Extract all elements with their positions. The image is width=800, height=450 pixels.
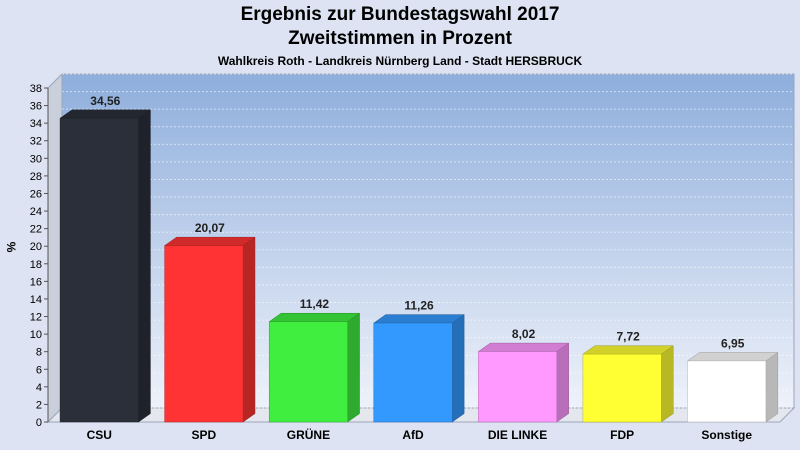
y-tick-label: 4 — [36, 382, 42, 394]
data-label: 7,72 — [616, 330, 640, 344]
bar-side — [661, 345, 674, 423]
bar-side — [765, 352, 779, 423]
y-tick-label: 26 — [30, 188, 42, 200]
data-label: 20,07 — [195, 221, 225, 235]
bar-front — [373, 322, 453, 423]
bar-front — [582, 353, 662, 423]
chart-title: Ergebnis zur Bundestagswahl 2017 — [240, 4, 560, 25]
x-tick-label: GRÜNE — [287, 427, 330, 442]
y-tick-label: 16 — [30, 276, 42, 288]
bar-side — [242, 236, 256, 423]
y-tick-label: 32 — [30, 136, 42, 148]
y-tick-label: 0 — [36, 417, 42, 429]
y-tick-label: 36 — [30, 101, 42, 113]
y-tick-label: 14 — [30, 294, 42, 306]
y-tick-label: 34 — [30, 118, 42, 130]
bar-fdp — [582, 345, 675, 423]
y-tick-label: 12 — [30, 312, 42, 324]
x-tick-label: DIE LINKE — [488, 428, 547, 442]
y-tick-label: 2 — [36, 399, 42, 411]
bar-spd — [163, 236, 256, 423]
y-tick-label: 18 — [30, 259, 42, 271]
y-tick-label: 30 — [30, 153, 42, 165]
y-tick-label: 22 — [30, 224, 42, 236]
x-tick-label: SPD — [192, 428, 217, 442]
y-tick-label: 6 — [36, 364, 42, 376]
bar-side — [556, 342, 569, 423]
bar-top — [372, 314, 465, 324]
chart-subtitle: Zweitstimmen in Prozent — [288, 28, 512, 49]
bar-top — [477, 342, 570, 352]
y-tick-label: 10 — [30, 329, 42, 341]
bar-front — [268, 321, 348, 423]
data-label: 11,26 — [404, 299, 434, 313]
bar-top — [59, 109, 152, 119]
bar-front — [164, 245, 244, 423]
bar-top — [163, 236, 256, 246]
data-label: 34,56 — [90, 94, 120, 108]
x-tick-label: Sonstige — [701, 428, 752, 442]
data-label: 8,02 — [512, 327, 536, 341]
y-tick-label: 28 — [30, 171, 42, 183]
x-tick-label: FDP — [610, 428, 634, 442]
bar-top — [582, 345, 675, 355]
bar-grüne — [268, 312, 361, 423]
bar-front — [687, 360, 767, 423]
bar-side — [138, 109, 151, 423]
bar-sonstige — [686, 352, 779, 423]
bar-side — [347, 312, 360, 423]
y-tick-label: 24 — [30, 206, 42, 218]
bar-top — [268, 312, 361, 322]
x-tick-label: CSU — [87, 428, 112, 442]
bar-front — [478, 351, 558, 423]
y-tick-label: 38 — [30, 83, 42, 95]
y-tick-label: 20 — [30, 241, 42, 253]
bar-front — [59, 117, 139, 423]
bar-side — [451, 314, 465, 423]
bar-die-linke — [477, 342, 570, 423]
data-label: 6,95 — [721, 337, 745, 351]
y-tick-label: 8 — [36, 347, 42, 359]
bar-top — [686, 352, 779, 362]
chart-subtitle-region: Wahlkreis Roth - Landkreis Nürnberg Land… — [217, 54, 583, 68]
bar-afd — [372, 314, 465, 423]
bar-csu — [59, 109, 152, 423]
data-label: 11,42 — [300, 297, 330, 311]
x-tick-label: AfD — [402, 428, 424, 442]
